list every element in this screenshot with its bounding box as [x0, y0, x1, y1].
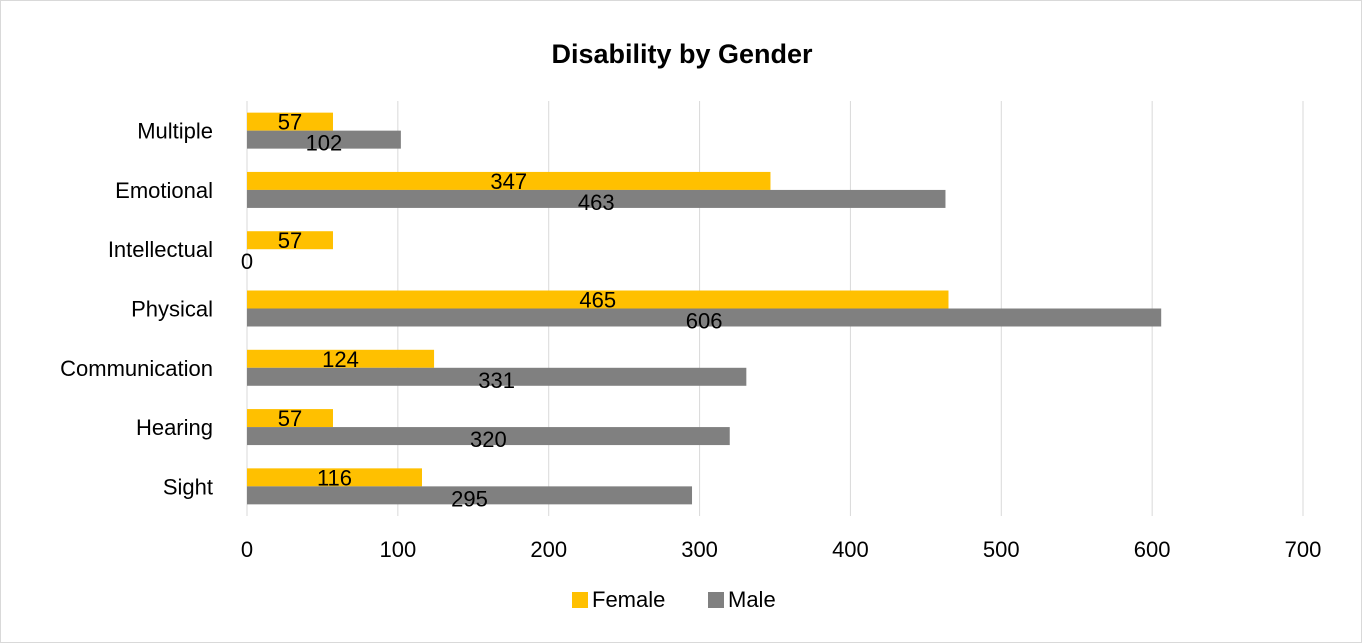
- x-tick-label: 500: [983, 537, 1020, 562]
- bar-female: [247, 349, 435, 368]
- data-label-female: 116: [317, 465, 352, 490]
- bar-female: [247, 290, 949, 309]
- category-label: Physical: [131, 297, 213, 322]
- x-tick-label: 300: [681, 537, 718, 562]
- data-label-female: 57: [278, 406, 302, 431]
- category-label: Multiple: [137, 119, 213, 144]
- data-label-male: 606: [686, 309, 723, 334]
- x-tick-label: 100: [379, 537, 416, 562]
- category-label: Intellectual: [108, 237, 213, 262]
- category-label: Communication: [60, 356, 213, 381]
- bar-female: [247, 468, 422, 487]
- x-tick-label: 200: [530, 537, 567, 562]
- category-label: Sight: [163, 474, 213, 499]
- legend-swatch-male: [708, 592, 724, 608]
- legend-label-female: Female: [592, 587, 665, 612]
- chart-title: Disability by Gender: [551, 39, 813, 69]
- x-tick-labels: 0 100 200 300 400 500 600 700: [241, 537, 1321, 562]
- x-tick-label: 600: [1134, 537, 1171, 562]
- x-tick-label: 400: [832, 537, 869, 562]
- bar-male: [247, 130, 401, 149]
- data-label-male: 320: [470, 427, 507, 452]
- x-tick-label: 0: [241, 537, 253, 562]
- data-label-male: 295: [451, 486, 488, 511]
- data-label-male: 463: [578, 190, 615, 215]
- bar-female: [247, 409, 333, 428]
- data-label-male: 0: [241, 249, 253, 274]
- x-tick-label: 700: [1285, 537, 1322, 562]
- category-label: Emotional: [115, 178, 213, 203]
- bars: [247, 112, 1162, 505]
- bar-female: [247, 231, 333, 250]
- data-label-female: 465: [579, 288, 616, 313]
- bar-female: [247, 112, 333, 131]
- data-label-male: 331: [478, 368, 515, 393]
- data-label-female: 347: [490, 169, 527, 194]
- bar-male: [247, 367, 747, 386]
- legend-label-male: Male: [728, 587, 776, 612]
- data-label-female: 124: [322, 347, 359, 372]
- bar-female: [247, 171, 771, 190]
- bar-male: [247, 427, 730, 446]
- category-label: Hearing: [136, 415, 213, 440]
- bar-male: [247, 189, 946, 208]
- legend-swatch-female: [572, 592, 588, 608]
- bar-male: [247, 486, 693, 505]
- bar-male: [247, 308, 1162, 327]
- data-label-female: 57: [278, 110, 302, 135]
- legend: Female Male: [572, 587, 776, 612]
- category-labels: Sight Hearing Communication Physical Intelle…: [60, 119, 213, 500]
- data-label-female: 57: [278, 228, 302, 253]
- data-label-male: 102: [306, 131, 343, 156]
